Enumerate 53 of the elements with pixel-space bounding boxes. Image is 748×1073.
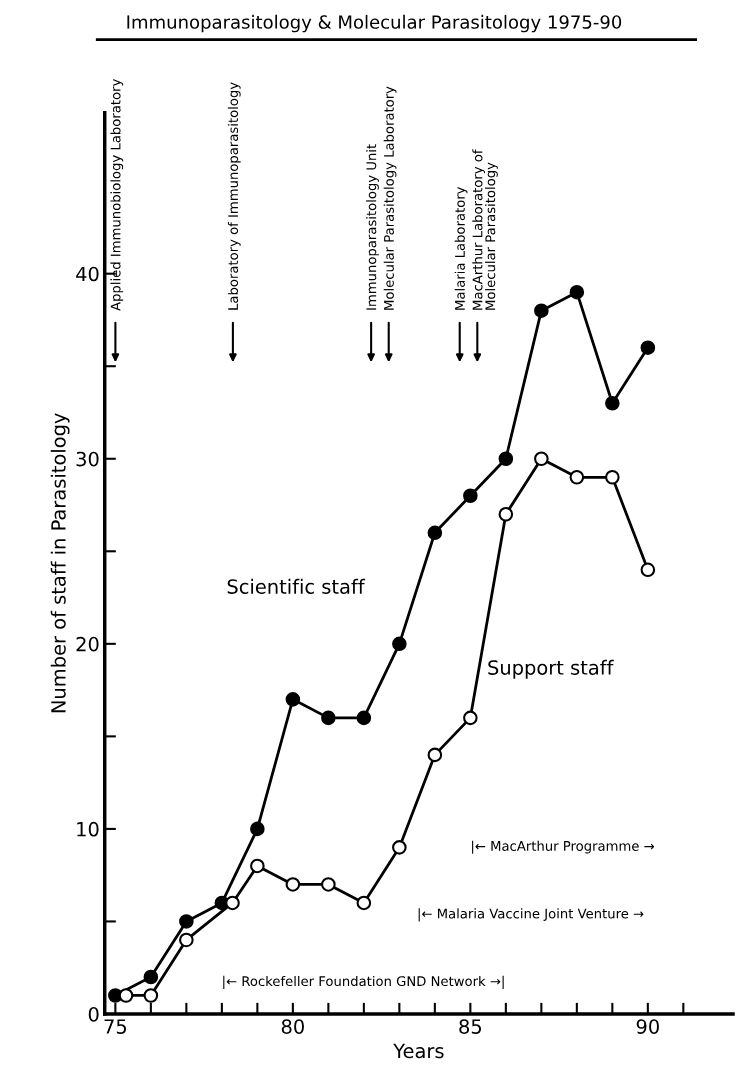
point (179, 914, 194, 929)
point (463, 710, 478, 726)
point (463, 488, 478, 504)
y-tick-label: 40 (76, 266, 99, 282)
annotation: Molecular Parasitology Laboratory (383, 86, 397, 310)
x-tick-label: 85 (459, 1019, 482, 1034)
annotation: Malaria Laboratory (454, 186, 468, 310)
point (356, 895, 372, 911)
series-label: Support staff (488, 659, 614, 679)
point (534, 303, 549, 318)
point (118, 988, 134, 1003)
point (427, 525, 443, 541)
point (285, 692, 301, 707)
chart-title: Immunoparasitology & Molecular Parasitology 1975-90 (127, 14, 622, 33)
point (356, 710, 372, 726)
y-tick-label: 10 (77, 821, 99, 837)
point (225, 895, 240, 911)
annotation: Laboratory of Immunoparasitology (227, 82, 241, 310)
y-tick-label: 20 (76, 636, 99, 652)
x-tick-label: 90 (636, 1019, 659, 1034)
point (392, 840, 407, 855)
point (250, 858, 265, 874)
point (321, 877, 336, 892)
point (179, 932, 194, 948)
y-tick-label: 30 (76, 451, 99, 467)
point (605, 395, 620, 411)
annotation: |← MacArthur Programme → (472, 840, 655, 854)
annotation: MacArthur Laboratory of Molecular Parasitology (472, 149, 498, 310)
point (392, 636, 407, 652)
annotation: |← Malaria Vaccine Joint Venture → (418, 908, 644, 922)
y-axis-title: Number of staff in Parasitology (50, 413, 70, 713)
point (640, 340, 656, 355)
annotation: Applied Immunobiology Laboratory (110, 79, 124, 311)
point (605, 469, 620, 485)
text: Scientific staff (227, 578, 366, 594)
y-tick-label: 0 (88, 1006, 99, 1022)
point (569, 284, 585, 300)
point (498, 506, 514, 522)
point (143, 988, 159, 1003)
point (569, 469, 585, 485)
annotation: |← Rockefeller Foundation GND Network →| (223, 975, 504, 990)
x-tick-label: 75 (104, 1019, 127, 1034)
point (640, 562, 656, 578)
point (498, 451, 514, 467)
point (321, 710, 336, 726)
point (250, 821, 265, 837)
x-axis-title: Years (393, 1043, 444, 1059)
point (285, 877, 301, 892)
point (534, 451, 549, 467)
point (143, 969, 159, 985)
annotation: Immunoparasitology Unit (366, 144, 379, 310)
x-tick-label: 80 (281, 1019, 304, 1034)
point (427, 747, 443, 763)
